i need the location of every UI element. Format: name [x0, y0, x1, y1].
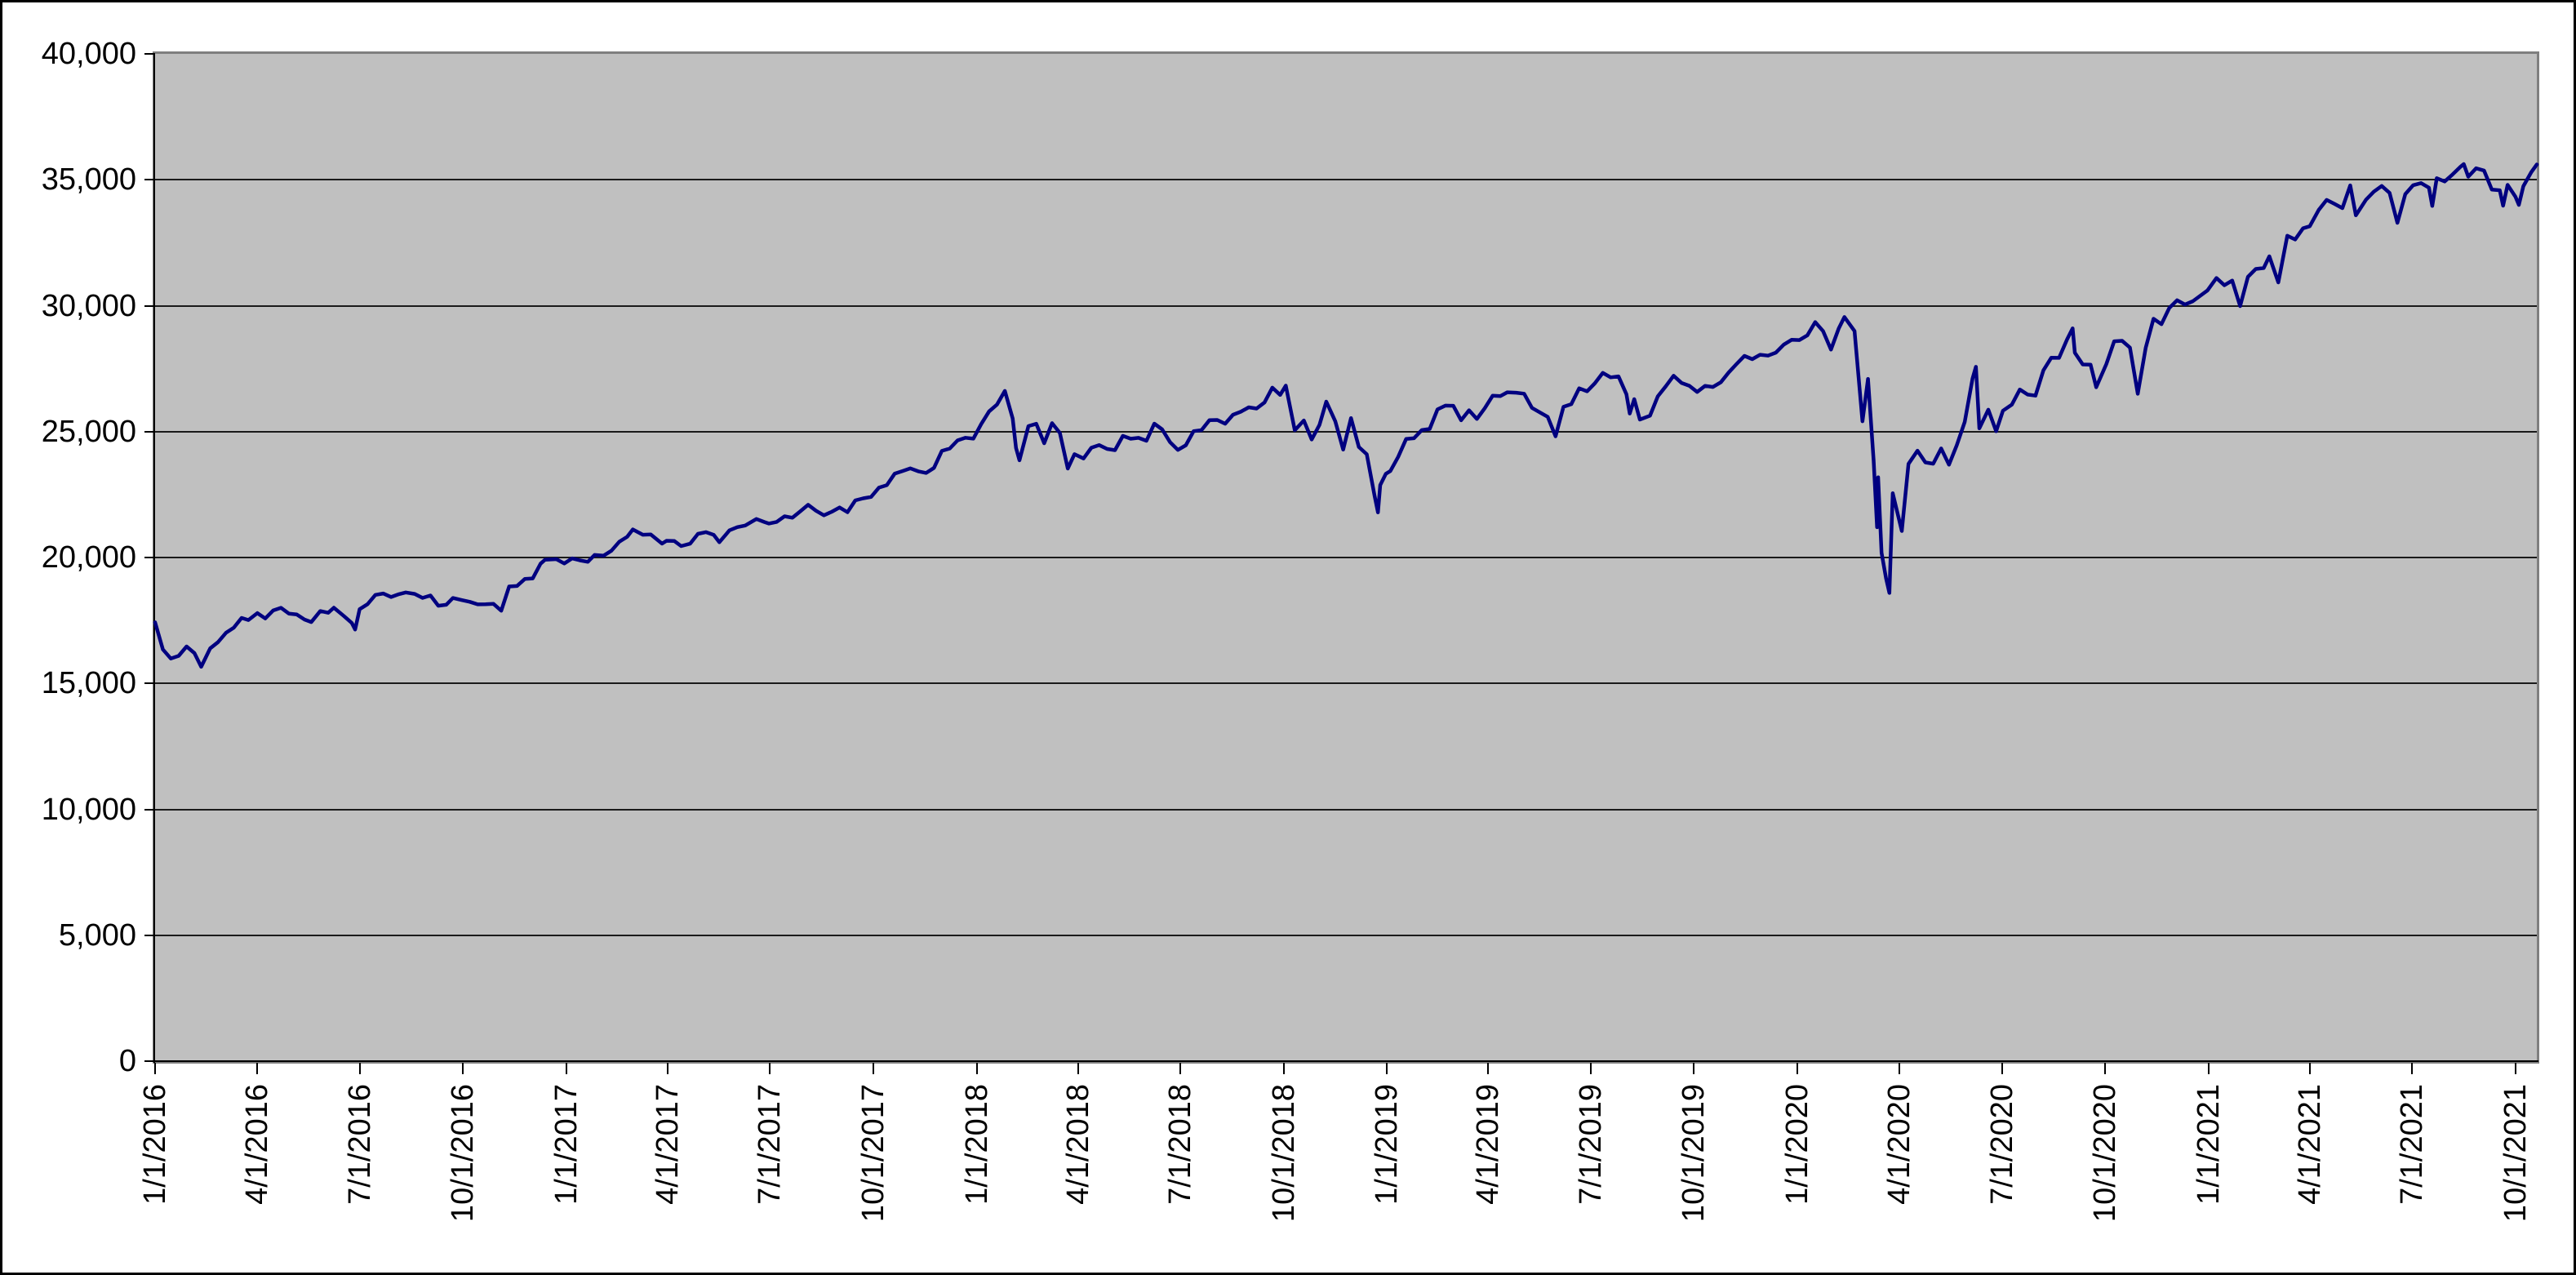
x-tick-10-1-2018	[1282, 1063, 1285, 1074]
y-tick-label: 30,000	[41, 288, 136, 323]
x-tick-4-1-2021	[2308, 1063, 2311, 1074]
y-tick-label: 5,000	[58, 917, 136, 953]
x-tick-1-1-2018	[975, 1063, 978, 1074]
y-tick-label: 40,000	[41, 37, 136, 71]
y-tick-label: 10,000	[41, 792, 136, 827]
x-tick-10-1-2021	[2514, 1063, 2516, 1074]
djia-line	[153, 162, 2539, 669]
y-tick-15000	[144, 682, 155, 685]
x-tick-10-1-2017	[872, 1063, 874, 1074]
x-tick-4-1-2016	[256, 1063, 259, 1074]
y-tick-label: 20,000	[41, 540, 136, 575]
gridline-30000	[155, 304, 2537, 307]
x-tick-7-1-2021	[2411, 1063, 2414, 1074]
x-tick-1-1-2017	[566, 1063, 567, 1074]
x-tick-7-1-2020	[2001, 1063, 2003, 1074]
x-tick-1-1-2019	[1386, 1063, 1388, 1074]
gridline-20000	[155, 557, 2537, 558]
y-tick-35000	[144, 179, 155, 181]
x-tick-10-1-2020	[2104, 1063, 2107, 1074]
y-axis-line	[153, 54, 155, 1063]
y-tick-25000	[144, 430, 155, 433]
gridline-15000	[155, 682, 2537, 685]
x-tick-7-1-2018	[1179, 1063, 1181, 1074]
x-tick-7-1-2017	[769, 1063, 771, 1074]
x-tick-1-1-2021	[2207, 1063, 2210, 1074]
gridline-10000	[155, 808, 2537, 811]
x-tick-1-1-2016	[154, 1063, 156, 1074]
x-tick-10-1-2016	[462, 1063, 464, 1074]
y-tick-label: 15,000	[41, 666, 136, 701]
gridline-35000	[155, 179, 2537, 181]
x-tick-10-1-2019	[1693, 1063, 1695, 1074]
y-tick-20000	[144, 557, 155, 558]
y-tick-0	[144, 1060, 155, 1062]
x-tick-4-1-2019	[1487, 1063, 1490, 1074]
y-tick-label: 25,000	[41, 414, 136, 449]
y-tick-5000	[144, 934, 155, 936]
gridline-5000	[155, 934, 2537, 936]
y-tick-40000	[144, 53, 155, 55]
x-tick-4-1-2018	[1077, 1063, 1079, 1074]
x-axis-line	[145, 1060, 2538, 1062]
x-tick-4-1-2020	[1899, 1063, 1901, 1074]
y-tick-label: 35,000	[41, 162, 136, 198]
x-tick-7-1-2016	[358, 1063, 361, 1074]
x-tick-7-1-2019	[1589, 1063, 1592, 1074]
y-tick-30000	[144, 304, 155, 307]
y-tick-label: 0	[118, 1044, 136, 1078]
x-tick-1-1-2020	[1796, 1063, 1798, 1074]
y-tick-10000	[144, 808, 155, 811]
x-tick-4-1-2017	[666, 1063, 668, 1074]
